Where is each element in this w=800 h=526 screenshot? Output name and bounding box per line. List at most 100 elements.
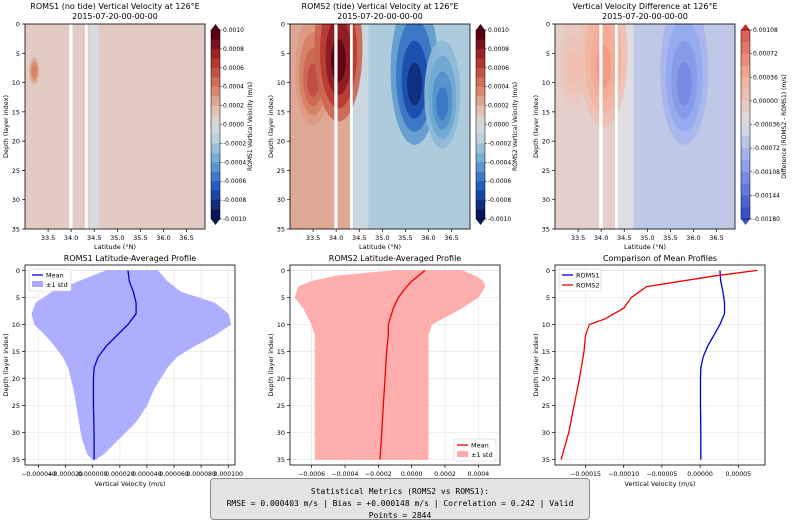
- y-tick-label: 15: [12, 108, 20, 116]
- colorbar-tick-label: 0.0004: [488, 84, 509, 91]
- x-tick-label: 0.0000: [401, 471, 423, 478]
- heatmap-band: [98, 24, 205, 229]
- colorbar-segment: [741, 136, 750, 149]
- y-tick-label: 20: [12, 138, 20, 146]
- colorbar-tick-label: -0.0002: [223, 140, 246, 147]
- y-tick-label: 10: [277, 79, 285, 87]
- colorbar-segment: [476, 105, 485, 116]
- x-tick-label: 35.0: [640, 234, 654, 242]
- y-axis-label: Depth (layer index): [267, 95, 275, 158]
- y-tick-label: 5: [281, 294, 285, 302]
- x-tick-label: 36.5: [709, 234, 723, 242]
- chart-subtitle: 2015-07-20-00-00-00: [337, 12, 423, 21]
- y-tick-label: 30: [277, 429, 285, 437]
- colorbar-label: Difference (ROMS2 - ROMS1) (m/s): [781, 74, 788, 178]
- legend-std-swatch: [457, 451, 468, 457]
- x-tick-label: −0.00015: [570, 471, 601, 478]
- colorbar-segment: [476, 171, 485, 182]
- colorbar-segment: [211, 39, 220, 50]
- y-tick-label: 35: [12, 456, 20, 464]
- colorbar-segment: [741, 89, 750, 102]
- chart-subtitle: 2015-07-20-00-00-00: [72, 12, 158, 21]
- x-tick-label: 0.000000: [78, 471, 108, 478]
- colorbar-segment: [741, 207, 750, 220]
- y-tick-label: 25: [12, 402, 20, 410]
- data-gap: [599, 24, 603, 229]
- heatmap-field: [555, 24, 735, 229]
- colorbar-tick-label: -0.0006: [488, 178, 511, 185]
- x-tick-label: −0.0002: [365, 471, 392, 478]
- y-tick-label: 25: [542, 402, 550, 410]
- colorbar-tick-label: 0.0000: [488, 122, 509, 129]
- stats-title: Statistical Metrics (ROMS2 vs ROMS1):: [310, 487, 490, 496]
- colorbar-tick-label: 0.0010: [488, 27, 509, 34]
- x-tick-label: 35.5: [398, 234, 412, 242]
- y-tick-label: 35: [277, 226, 285, 234]
- y-tick-label: 15: [542, 348, 550, 356]
- x-tick-label: 35.0: [110, 234, 124, 242]
- colorbar-tick-label: -0.0006: [223, 178, 246, 185]
- y-tick-label: 5: [16, 294, 20, 302]
- colorbar-tick-label: 0.0002: [223, 103, 244, 110]
- colorbar-segment: [211, 115, 220, 125]
- colorbar-label: ROMS2 Vertical Velocity (m/s): [512, 82, 519, 171]
- legend: Mean±1 std: [453, 438, 497, 462]
- y-tick-label: 20: [542, 138, 550, 146]
- colorbar-segment: [211, 181, 220, 192]
- x-axis-label: Vertical Velocity (m/s): [95, 480, 166, 488]
- colorbar-tick-label: -0.00036: [753, 122, 780, 129]
- colorbar-tick-label: -0.00108: [753, 169, 780, 176]
- y-tick-label: 5: [16, 50, 20, 58]
- colorbar-segment: [211, 86, 220, 97]
- x-tick-label: −0.000020: [48, 471, 83, 478]
- mean-line: [379, 269, 426, 460]
- y-tick-label: 20: [12, 375, 20, 383]
- colorbar-segment: [476, 48, 485, 59]
- chart-title: Vertical Velocity Difference at 126°E: [572, 2, 717, 11]
- statistics-box: Statistical Metrics (ROMS2 vs ROMS1): RM…: [210, 478, 590, 520]
- y-tick-label: 15: [12, 348, 20, 356]
- legend-label: ROMS1: [576, 272, 600, 280]
- colorbar-segment: [741, 30, 750, 43]
- chart-title: Comparison of Mean Profiles: [603, 254, 717, 263]
- colorbar-tick-label: -0.00072: [753, 145, 780, 152]
- x-tick-label: 35.5: [663, 234, 677, 242]
- colorbar-segment: [211, 152, 220, 163]
- y-tick-label: 5: [546, 50, 550, 58]
- colorbar-tick-label: 0.0006: [223, 65, 244, 72]
- heatmap-band: [89, 24, 99, 229]
- colorbar-extend-bottom: [476, 219, 485, 225]
- y-tick-label: 30: [12, 196, 20, 204]
- y-tick-label: 10: [277, 321, 285, 329]
- y-axis-label: Depth (layer index): [2, 95, 10, 158]
- y-tick-label: 30: [277, 196, 285, 204]
- colorbar-segment: [211, 200, 220, 211]
- colorbar-tick-label: 0.00072: [753, 51, 778, 58]
- colorbar-segment: [211, 96, 220, 107]
- y-axis-label: Depth (layer index): [267, 333, 275, 396]
- colorbar-segment: [476, 86, 485, 97]
- x-tick-label: 34.5: [617, 234, 631, 242]
- colorbar-tick-label: 0.0000: [223, 122, 244, 129]
- colorbar-segment: [476, 30, 485, 40]
- colorbar-segment: [476, 162, 485, 173]
- y-tick-label: 25: [277, 167, 285, 175]
- colorbar-extend-top: [211, 24, 220, 30]
- chart-title: ROMS2 (tide) Vertical Velocity at 126°E: [302, 2, 459, 11]
- y-tick-label: 0: [546, 267, 550, 275]
- y-tick-label: 20: [277, 375, 285, 383]
- x-tick-label: 0.000020: [105, 471, 135, 478]
- colorbar-segment: [741, 100, 750, 114]
- x-tick-label: −0.0004: [332, 471, 359, 478]
- x-tick-label: 34.0: [64, 234, 78, 242]
- colorbar-tick-label: 0.00108: [753, 27, 778, 34]
- colorbar-extend-top: [476, 24, 485, 30]
- colorbar-segment: [211, 162, 220, 173]
- y-tick-label: 25: [542, 167, 550, 175]
- chart-title: ROMS1 Latitude-Averaged Profile: [64, 254, 197, 263]
- y-tick-label: 0: [281, 267, 285, 275]
- series-line-roms1: [699, 270, 726, 460]
- y-axis-label: Depth (layer index): [2, 333, 10, 396]
- y-tick-label: 25: [12, 167, 20, 175]
- y-axis-label: Depth (layer index): [532, 95, 540, 158]
